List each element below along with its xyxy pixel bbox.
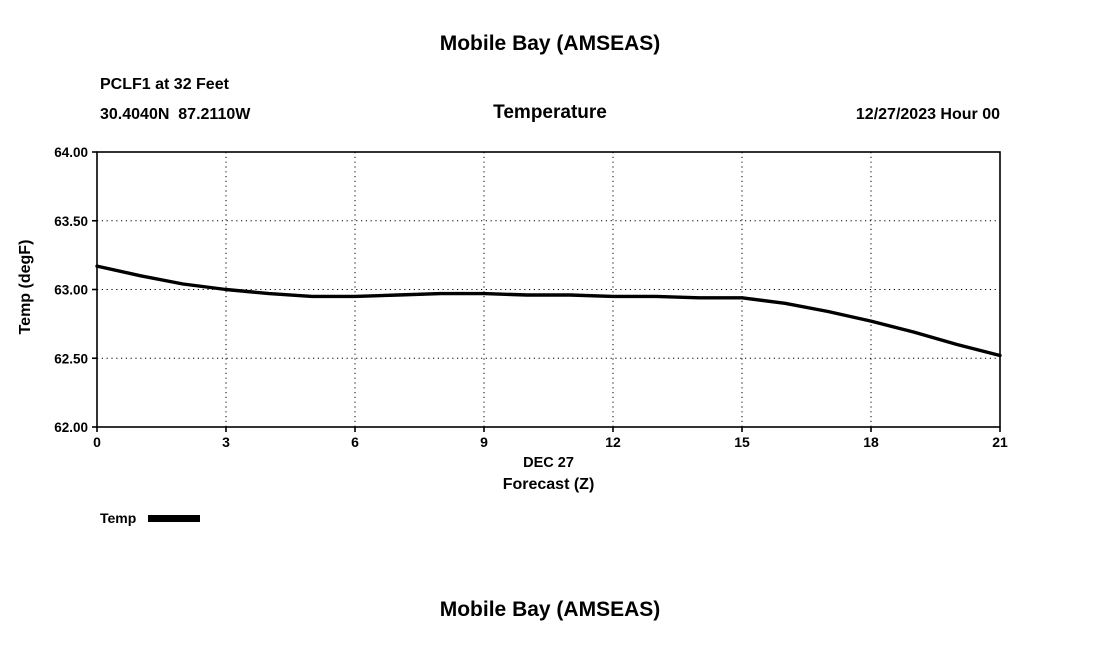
x-tick-label: 3 xyxy=(222,434,230,450)
x-tick-label: 15 xyxy=(734,434,750,450)
page-title: Mobile Bay (AMSEAS) xyxy=(439,32,661,55)
y-tick-label: 63.00 xyxy=(54,283,88,298)
legend-label: Temp xyxy=(100,510,137,526)
temperature-chart: 0 3 6 9 12 15 18 21 62.00 62.50 63.00 63.50 64.00 xyxy=(54,145,1008,450)
forecast-datetime-label: 12/27/2023 Hour 00 xyxy=(855,106,1000,123)
x-axis-date-label: DEC 27 xyxy=(523,455,574,471)
y-tick-label: 64.00 xyxy=(54,145,88,160)
temp-series-line xyxy=(95,264,1002,358)
x-tick-label: 9 xyxy=(480,434,488,450)
y-tick-label: 62.50 xyxy=(54,351,88,366)
coordinates-label: 30.4040N 87.2110W xyxy=(100,106,251,123)
x-tick-label: 6 xyxy=(351,434,359,450)
x-axis-label: Forecast (Z) xyxy=(502,476,595,493)
second-chart-title: Mobile Bay (AMSEAS) xyxy=(439,598,661,621)
legend-line-swatch xyxy=(148,514,201,522)
x-tick-label: 21 xyxy=(992,434,1008,450)
y-tick-label: 62.00 xyxy=(54,420,88,435)
y-tick-label: 63.50 xyxy=(54,214,88,229)
legend: Temp xyxy=(100,510,201,526)
plot-frame xyxy=(96,151,1001,428)
x-tick-label: 0 xyxy=(93,434,101,450)
x-tick-label: 12 xyxy=(605,434,621,450)
x-tick-label: 18 xyxy=(863,434,879,450)
y-axis-label: Temp (degF) xyxy=(17,239,34,335)
chart-title: Temperature xyxy=(493,102,607,123)
station-label: PCLF1 at 32 Feet xyxy=(100,76,229,93)
